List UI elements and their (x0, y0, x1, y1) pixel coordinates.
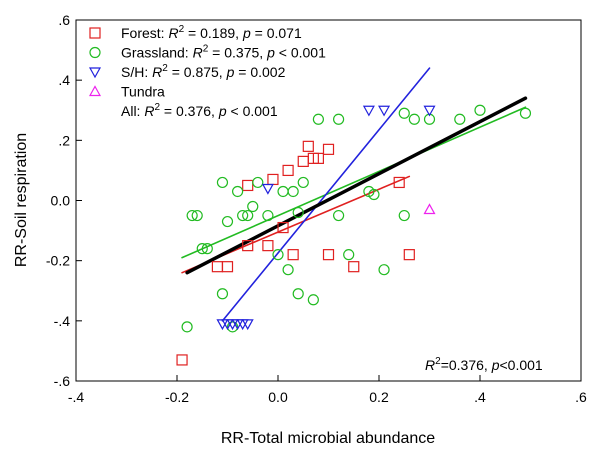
forest-point (221, 261, 234, 273)
grassland-point (191, 209, 203, 222)
forest-point (277, 221, 289, 234)
grassland-point (181, 321, 193, 333)
data-points (176, 104, 532, 366)
forest-point (302, 140, 314, 152)
x-tick-label: -0.2 (165, 389, 189, 405)
forest-legend-symbol (89, 27, 101, 39)
grassland-point (378, 264, 390, 276)
grassland-point (277, 185, 289, 198)
x-tick-label: .6 (575, 389, 587, 405)
y-tick-label: -.6 (54, 373, 71, 389)
forest-point (348, 261, 360, 273)
forest-point (297, 155, 309, 167)
grassland-point (196, 243, 208, 255)
forest-legend-label: Forest: R2 = 0.189, p = 0.071 (121, 24, 302, 41)
tundra-legend-label: Tundra (121, 84, 165, 100)
s-h-point (236, 319, 249, 331)
s-h-point (378, 105, 391, 117)
s-h-fit-line (221, 67, 431, 322)
overall-fit-annotation: R2=0.376, p<0.001 (425, 356, 543, 373)
forest-point (403, 249, 415, 261)
grassland-point (201, 243, 213, 255)
s-h-legend-symbol (88, 67, 102, 79)
regression-lines (181, 67, 528, 322)
x-tick-label: -.4 (68, 389, 85, 405)
grassland-point (226, 321, 239, 333)
grassland-point (408, 113, 420, 125)
y-tick-label: 0.0 (51, 193, 71, 209)
s-h-point (241, 319, 254, 331)
x-tick-label: 0.2 (369, 389, 389, 405)
grassland-fit-line (181, 106, 527, 259)
grassland-point (272, 249, 284, 261)
forest-point (393, 176, 405, 189)
y-tick-label: -0.2 (46, 253, 70, 269)
grassland-point (221, 215, 234, 228)
forest-point (282, 164, 294, 177)
forest-point (211, 261, 223, 273)
x-axis-title: RR-Total microbial abundance (221, 430, 435, 447)
y-tick-label: .2 (58, 132, 70, 148)
grassland-point (232, 185, 244, 198)
forest-point (262, 240, 274, 252)
y-axis-title: RR-Soil respiration (13, 133, 30, 267)
grassland-point (216, 288, 229, 300)
tundra-point (423, 203, 436, 215)
all-legend-label: All: R2 = 0.376, p < 0.001 (121, 102, 278, 119)
grassland-point (474, 104, 486, 116)
forest-point (312, 152, 324, 164)
grassland-point (307, 294, 319, 306)
grassland-point (333, 209, 345, 222)
grassland-point (287, 185, 299, 198)
s-h-point (261, 183, 274, 195)
s-h-point (423, 105, 436, 117)
grassland-point (247, 200, 259, 213)
y-tick-label: .4 (58, 72, 70, 88)
grassland-point (262, 209, 274, 222)
s-h-point (226, 319, 239, 331)
x-tick-label: 0.0 (268, 389, 288, 405)
x-tick-label: .4 (474, 389, 486, 405)
axis-ticks: -.4 -0.2 0.0 0.2.4.6-.6-.4-0.20.0.2.4.6 (46, 12, 587, 405)
grassland-point (216, 176, 229, 189)
grassland-point (292, 288, 304, 300)
y-tick-label: .6 (58, 12, 70, 28)
y-tick-label: -.4 (54, 313, 71, 329)
grassland-point (312, 113, 324, 125)
grassland-point (186, 209, 198, 222)
all-fit-line (185, 96, 528, 275)
grassland-point (333, 113, 345, 125)
forest-point (267, 173, 279, 186)
forest-point (242, 179, 254, 192)
forest-point (322, 143, 335, 155)
grassland-point (242, 209, 254, 222)
forest-point (322, 249, 335, 261)
forest-point (287, 249, 299, 261)
grassland-legend-symbol (89, 46, 101, 59)
grassland-point (368, 188, 380, 201)
grassland-point (297, 176, 309, 189)
grassland-point (292, 206, 304, 219)
grassland-point (454, 113, 466, 125)
grassland-point (398, 209, 410, 222)
grassland-point (398, 107, 410, 119)
forest-point (242, 240, 254, 252)
tundra-legend-symbol (88, 85, 102, 97)
legend: Forest: R2 = 0.189, p = 0.071 Grassland: … (88, 24, 326, 119)
grassland-point (519, 107, 532, 119)
grassland-legend-label: Grassland: R2 = 0.375, p < 0.001 (121, 44, 326, 61)
s-h-point (362, 105, 375, 117)
grassland-point (252, 176, 264, 189)
grassland-point (343, 249, 355, 261)
grassland-point (282, 264, 294, 276)
forest-point (176, 354, 188, 366)
s-h-legend-label: S/H: R2 = 0.875, p = 0.002 (121, 63, 286, 80)
grassland-point (237, 209, 249, 222)
